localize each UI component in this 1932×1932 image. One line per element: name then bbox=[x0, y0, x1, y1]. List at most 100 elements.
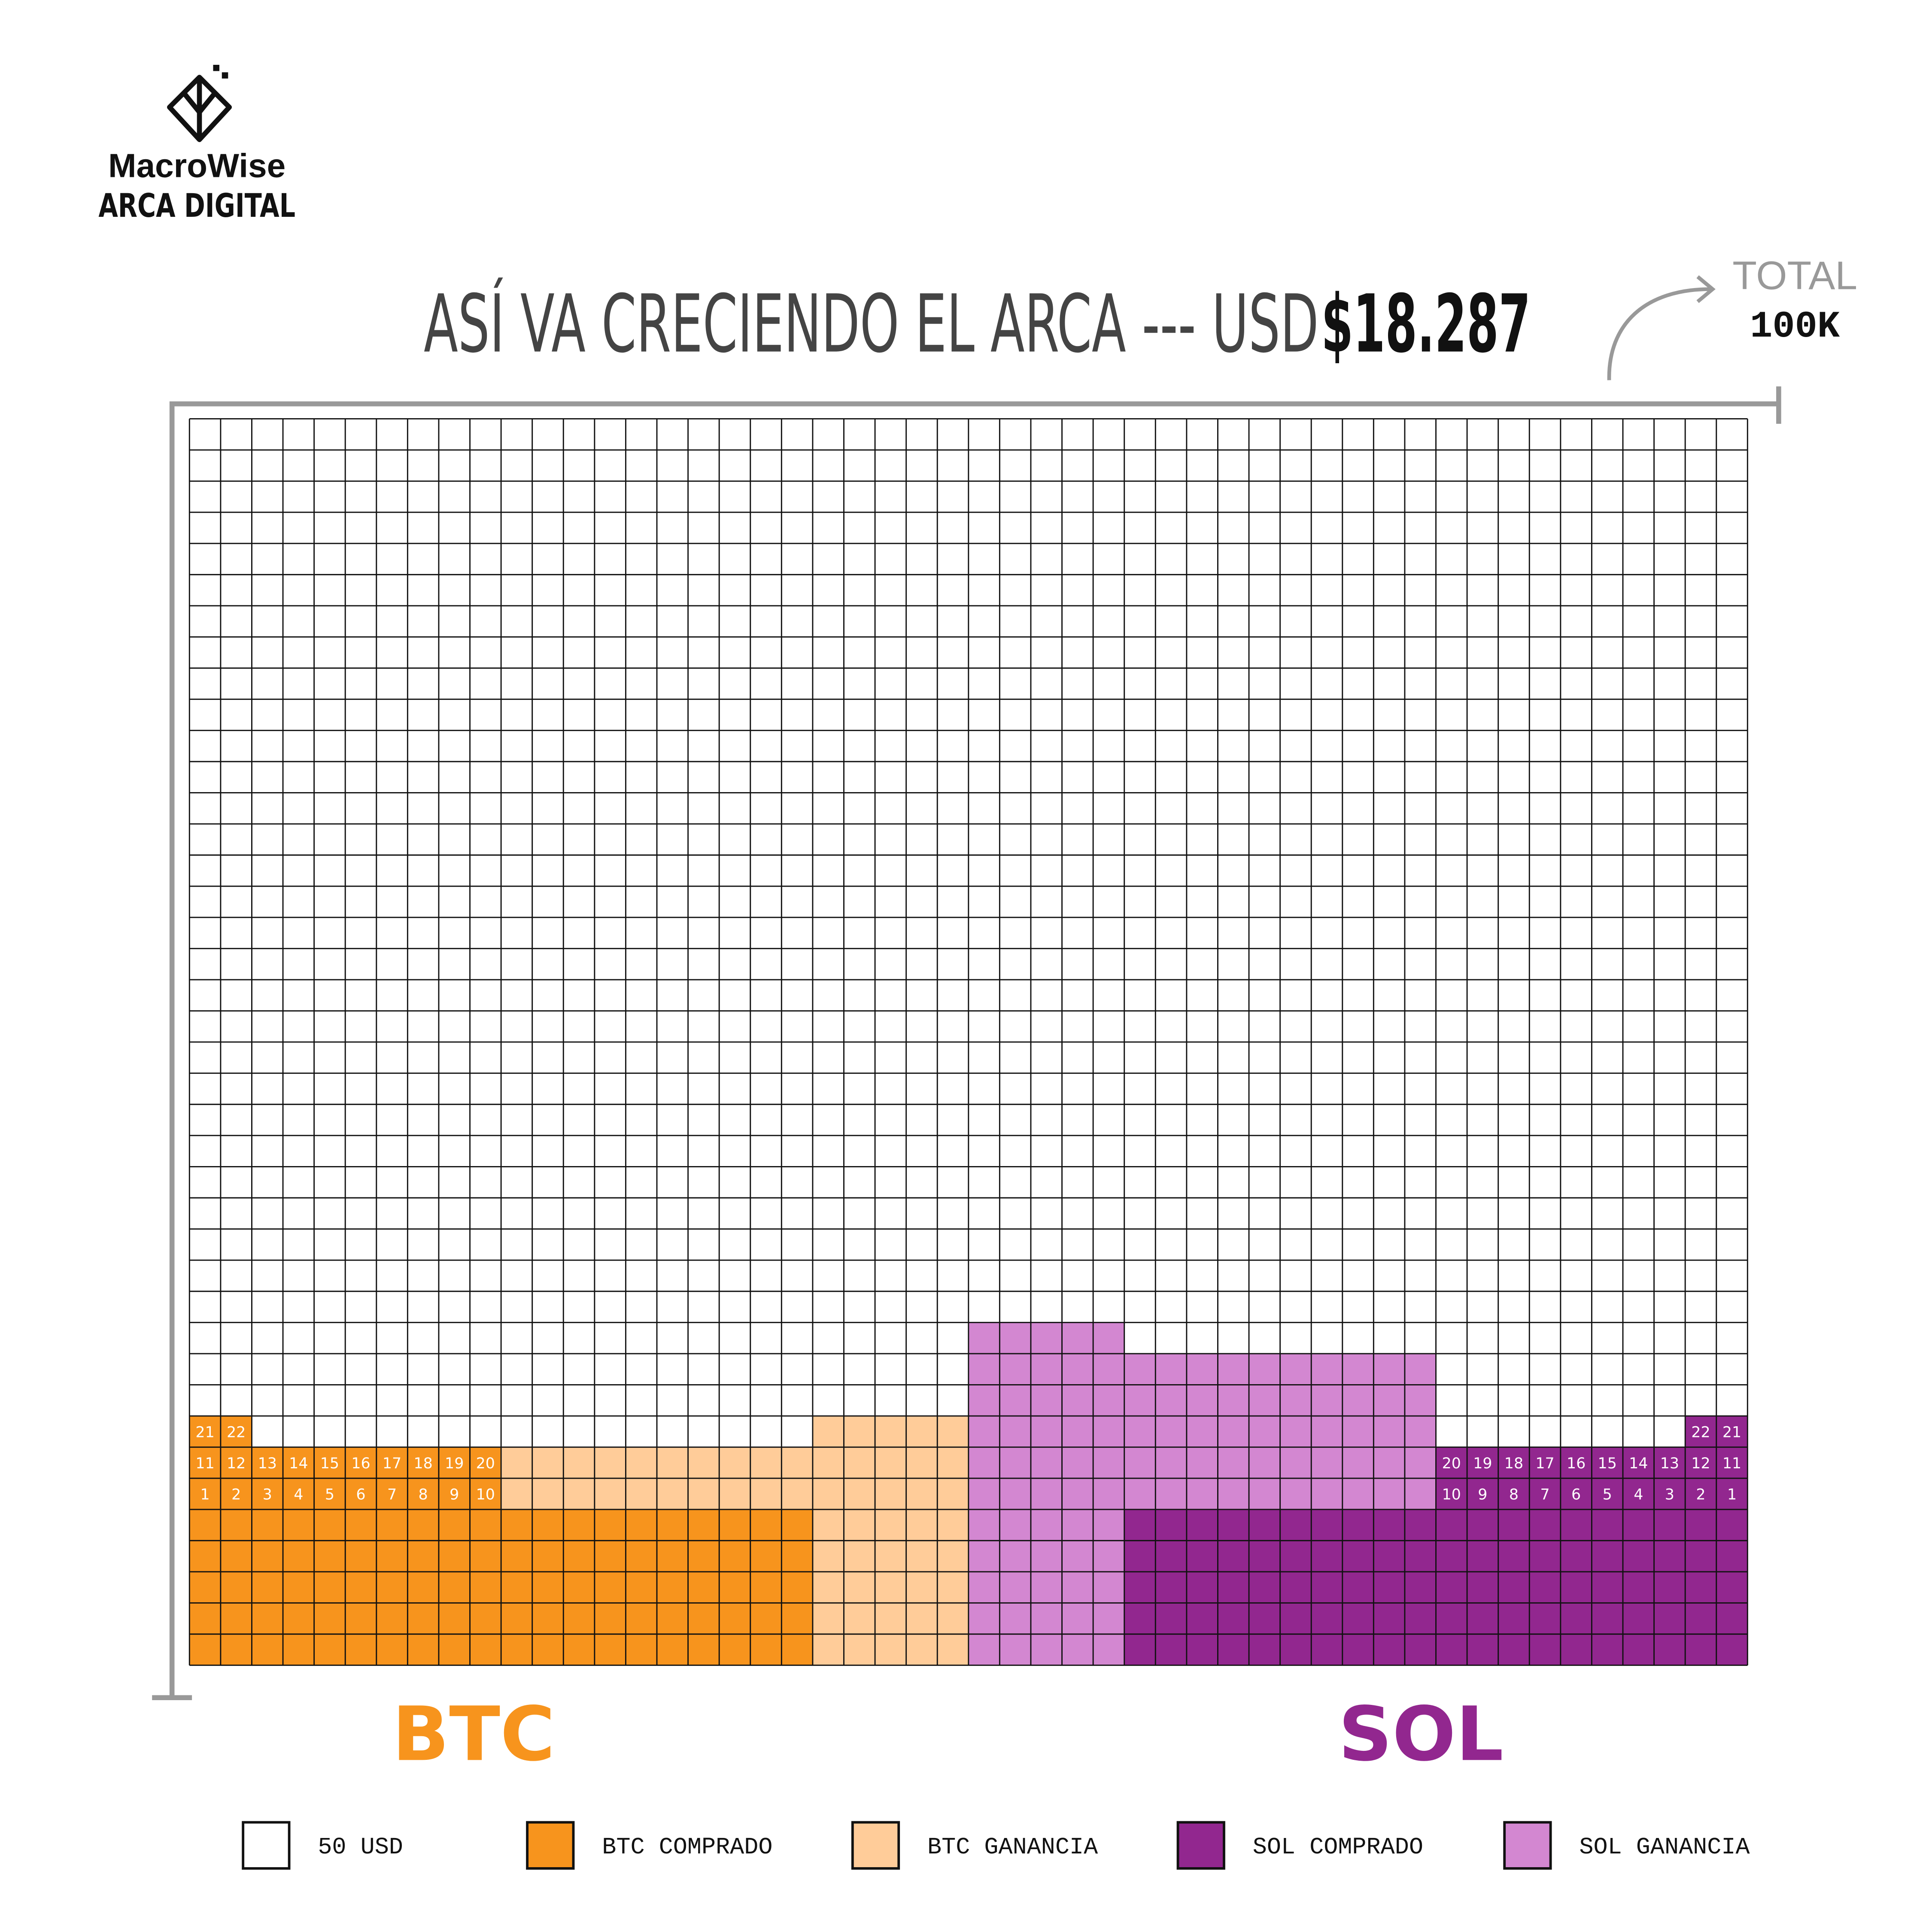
cell-label: 1 bbox=[200, 1486, 210, 1504]
cell-label: 15 bbox=[320, 1455, 339, 1472]
legend-label: 50 USD bbox=[318, 1834, 403, 1861]
segment bbox=[1623, 1447, 1654, 1665]
total-label: TOTAL bbox=[1732, 253, 1857, 298]
legend-swatch bbox=[1176, 1821, 1225, 1870]
cell-label: 2 bbox=[1696, 1486, 1705, 1504]
cell-label: 4 bbox=[1634, 1486, 1643, 1504]
cell-label: 22 bbox=[1691, 1424, 1710, 1441]
cell-label: 10 bbox=[1442, 1486, 1461, 1504]
segment bbox=[1186, 1509, 1218, 1665]
segment bbox=[1592, 1447, 1623, 1665]
cell-label: 17 bbox=[1535, 1455, 1554, 1472]
segment bbox=[1030, 1322, 1062, 1665]
segment bbox=[1093, 1322, 1124, 1665]
frame bbox=[169, 401, 1779, 1698]
segment bbox=[1654, 1447, 1686, 1665]
cell-label: 17 bbox=[383, 1455, 401, 1472]
cell-label: 11 bbox=[195, 1455, 214, 1472]
segment bbox=[345, 1447, 377, 1665]
segment bbox=[750, 1509, 782, 1665]
title-amount: $18.287 bbox=[1321, 278, 1531, 371]
cell-label: 19 bbox=[1473, 1455, 1492, 1472]
logo-subtitle: ARCA DIGITAL bbox=[98, 187, 295, 225]
segment bbox=[968, 1322, 1000, 1665]
cell-label: 3 bbox=[263, 1486, 272, 1504]
segment bbox=[657, 1509, 688, 1665]
segment bbox=[501, 1509, 532, 1665]
cell-label: 1 bbox=[1727, 1486, 1737, 1504]
segment bbox=[1124, 1353, 1156, 1510]
segment bbox=[719, 1509, 750, 1665]
segment bbox=[1155, 1353, 1187, 1510]
logo-icon bbox=[167, 64, 232, 142]
segment bbox=[376, 1447, 408, 1665]
cell-label: 20 bbox=[1442, 1455, 1461, 1472]
legend: 50 USD BTC COMPRADO BTC GANANCIA SOL COMPRA… bbox=[242, 1821, 1750, 1870]
segment bbox=[1280, 1353, 1312, 1510]
segment bbox=[1373, 1353, 1405, 1510]
cell-label: 15 bbox=[1598, 1455, 1617, 1472]
segment bbox=[1342, 1353, 1374, 1510]
legend-swatch bbox=[242, 1821, 291, 1870]
cell-label: 14 bbox=[289, 1455, 308, 1472]
segment bbox=[1560, 1447, 1592, 1665]
cell-label: 8 bbox=[419, 1486, 428, 1504]
cell-label: 7 bbox=[387, 1486, 397, 1504]
cell-label: 19 bbox=[445, 1455, 464, 1472]
segment bbox=[594, 1509, 626, 1665]
cell-label: 20 bbox=[476, 1455, 495, 1472]
cell-label: 4 bbox=[294, 1486, 303, 1504]
title-text: ASÍ VA CRECIENDO EL ARCA --- USD bbox=[424, 278, 1319, 371]
segment bbox=[470, 1447, 501, 1665]
segment bbox=[1404, 1509, 1436, 1665]
segment bbox=[1311, 1353, 1343, 1510]
title: ASÍ VA CRECIENDO EL ARCA --- USD$18.287 bbox=[424, 278, 1531, 371]
segment bbox=[1311, 1509, 1343, 1665]
group-label: BTC bbox=[392, 1691, 555, 1778]
legend-label: SOL GANANCIA bbox=[1579, 1834, 1750, 1861]
cell-label: 21 bbox=[1722, 1424, 1741, 1441]
cell-label: 6 bbox=[356, 1486, 365, 1504]
cell-label: 21 bbox=[195, 1424, 214, 1441]
legend-swatch bbox=[1503, 1821, 1552, 1870]
segment bbox=[1342, 1509, 1374, 1665]
cell-label: 2 bbox=[231, 1486, 241, 1504]
cell-label: 8 bbox=[1509, 1486, 1519, 1504]
segment bbox=[626, 1509, 657, 1665]
cell-label: 3 bbox=[1665, 1486, 1674, 1504]
segment bbox=[1467, 1447, 1498, 1665]
cell-label: 16 bbox=[351, 1455, 370, 1472]
group-label: SOL bbox=[1338, 1691, 1504, 1778]
cell-label: 9 bbox=[1478, 1486, 1487, 1504]
legend-label: SOL COMPRADO bbox=[1253, 1834, 1423, 1861]
segment bbox=[781, 1509, 813, 1665]
segment bbox=[1436, 1447, 1467, 1665]
cell-label: 10 bbox=[476, 1486, 495, 1504]
cell-label: 16 bbox=[1567, 1455, 1586, 1472]
segment bbox=[1529, 1447, 1561, 1665]
segment bbox=[1218, 1509, 1249, 1665]
legend-swatch bbox=[851, 1821, 900, 1870]
segment bbox=[283, 1447, 314, 1665]
segment bbox=[1249, 1353, 1280, 1510]
legend-label: BTC COMPRADO bbox=[602, 1834, 772, 1861]
segment bbox=[532, 1509, 564, 1665]
cell-label: 7 bbox=[1540, 1486, 1549, 1504]
segment bbox=[438, 1447, 470, 1665]
segment bbox=[1373, 1509, 1405, 1665]
segment bbox=[1155, 1509, 1187, 1665]
segment bbox=[1498, 1447, 1530, 1665]
cell-label: 11 bbox=[1722, 1455, 1741, 1472]
cell-label: 6 bbox=[1571, 1486, 1581, 1504]
grid bbox=[188, 418, 1748, 1666]
legend-label: BTC GANANCIA bbox=[927, 1834, 1098, 1861]
cell-label: 5 bbox=[1603, 1486, 1612, 1504]
cell-label: 12 bbox=[1691, 1455, 1710, 1472]
segment bbox=[314, 1447, 346, 1665]
cell-label: 5 bbox=[325, 1486, 334, 1504]
segment bbox=[407, 1447, 439, 1665]
segment bbox=[1186, 1353, 1218, 1510]
cell-label: 13 bbox=[1660, 1455, 1679, 1472]
total-value: 100K bbox=[1750, 306, 1840, 348]
